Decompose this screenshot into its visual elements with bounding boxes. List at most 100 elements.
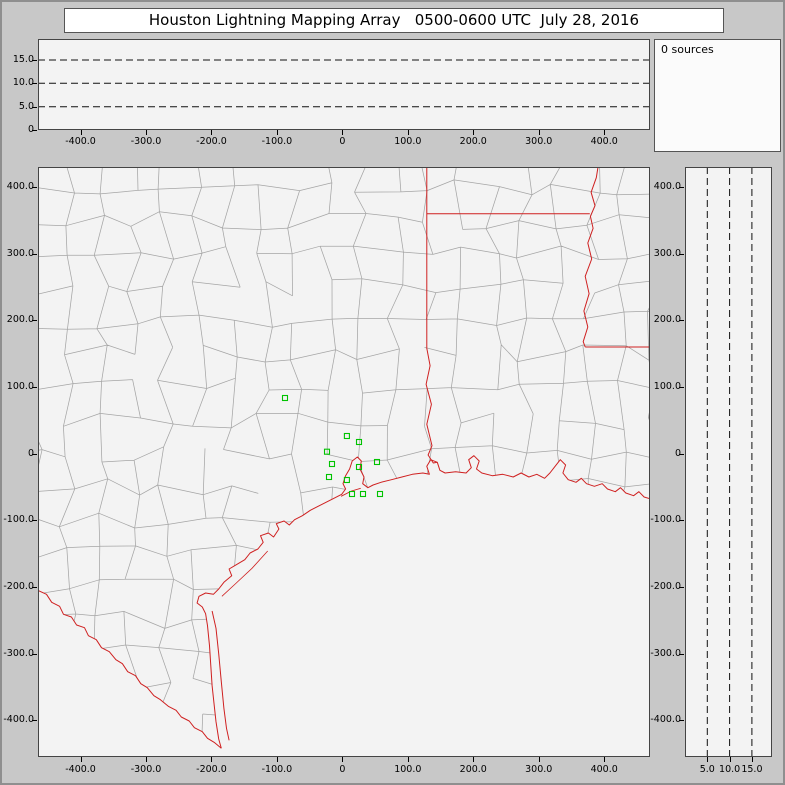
right-alt-tick <box>751 757 753 762</box>
right-y-tick <box>679 520 684 522</box>
map-y-tick-label: -300.0 <box>3 647 34 659</box>
gulf-water <box>197 455 650 757</box>
map-x-tick <box>473 757 475 762</box>
map-y-tick <box>32 387 37 388</box>
map-frame <box>38 167 650 757</box>
top-x-tick <box>211 130 213 135</box>
map-x-tick <box>604 757 606 762</box>
top-x-tick-label: -400.0 <box>65 136 96 147</box>
right-y-tick <box>679 720 684 722</box>
top-x-tick <box>407 130 409 135</box>
map-y-tick <box>32 253 37 255</box>
right-y-tick-label: 200.0 <box>653 314 681 326</box>
altitude-ew-plot[interactable] <box>38 39 650 130</box>
plan-view-map-panel[interactable] <box>38 167 650 757</box>
altitude-ew-panel[interactable] <box>38 39 650 130</box>
right-y-tick-label: 400.0 <box>653 181 681 192</box>
plan-view-map[interactable] <box>38 167 650 757</box>
map-x-tick-label: -100.0 <box>261 764 293 775</box>
right-y-tick-label: 300.0 <box>653 247 681 259</box>
lma-station-marker <box>376 490 384 498</box>
map-x-tick <box>211 757 213 762</box>
map-x-tick <box>538 757 540 762</box>
right-y-tick <box>679 653 684 655</box>
map-x-tick <box>80 757 82 762</box>
map-x-tick-label: 100.0 <box>394 764 422 775</box>
right-y-tick-label: -400.0 <box>650 714 681 726</box>
map-y-tick-label: -400.0 <box>3 714 34 726</box>
lma-station-marker <box>343 432 350 440</box>
state-border-line <box>38 589 222 749</box>
lma-station-marker <box>355 438 363 446</box>
top-x-tick <box>538 130 540 135</box>
right-alt-tick <box>729 757 731 762</box>
right-alt-tick-label: 10.0 <box>719 764 741 775</box>
map-x-tick-label: 0 <box>339 764 346 775</box>
right-y-tick <box>679 387 684 388</box>
sources-count-label: 0 sources <box>661 43 714 56</box>
map-x-tick-label: 400.0 <box>590 764 618 775</box>
map-y-tick-label: 0 <box>27 447 34 459</box>
right-y-tick <box>679 320 684 322</box>
top-x-tick <box>276 130 278 135</box>
map-y-tick-label: 200.0 <box>6 314 34 326</box>
top-x-tick-label: -200.0 <box>196 136 227 147</box>
map-y-tick-label: 300.0 <box>6 247 34 259</box>
top-x-tick-label: 100.0 <box>394 136 422 147</box>
sources-count-panel: 0 sources <box>654 39 781 152</box>
top-x-tick <box>473 130 475 135</box>
title-bar: Houston Lightning Mapping Array 0500-060… <box>64 8 724 33</box>
lma-station-marker <box>281 394 289 402</box>
map-x-tick-label: 300.0 <box>525 764 553 775</box>
map-x-tick-label: -200.0 <box>196 764 227 775</box>
altitude-ns-panel[interactable] <box>685 167 772 757</box>
map-y-tick-label: 100.0 <box>6 381 34 392</box>
map-x-tick-label: -400.0 <box>65 764 96 775</box>
right-y-tick <box>679 453 684 455</box>
map-y-tick <box>32 453 37 455</box>
lma-station-marker <box>359 490 367 498</box>
top-x-tick-label: 300.0 <box>525 136 553 147</box>
top-x-tick <box>146 130 147 135</box>
map-x-tick <box>276 757 278 762</box>
lma-station-marker <box>373 458 381 466</box>
mexico-area <box>38 590 222 757</box>
right-alt-tick-label: 15.0 <box>741 764 763 775</box>
right-y-tick <box>679 253 684 255</box>
map-y-tick-label: 400.0 <box>6 181 34 192</box>
right-y-tick-label: -200.0 <box>650 581 681 592</box>
map-y-tick <box>32 720 37 722</box>
state-border-line <box>196 455 650 749</box>
lma-station-marker <box>355 463 363 471</box>
top-x-tick-label: 200.0 <box>459 136 487 147</box>
lma-station-marker <box>323 448 331 455</box>
map-y-tick <box>32 520 37 522</box>
lma-station-marker <box>343 476 350 484</box>
map-y-tick <box>32 653 37 655</box>
right-y-tick <box>679 587 684 588</box>
map-x-tick <box>407 757 409 762</box>
state-border-line <box>221 550 268 597</box>
map-x-tick <box>146 757 147 762</box>
top-x-tick-label: 0 <box>339 136 346 147</box>
right-y-tick <box>679 187 684 188</box>
map-x-tick <box>342 757 344 762</box>
top-x-tick <box>604 130 606 135</box>
altitude-ns-plot[interactable] <box>685 167 772 757</box>
map-y-tick <box>32 587 37 588</box>
lma-station-marker <box>328 460 336 468</box>
top-alt-tick-label: 10.0 <box>12 77 34 89</box>
right-alt-tick-label: 5.0 <box>699 764 715 775</box>
right-y-tick-label: 100.0 <box>653 381 681 392</box>
top-x-tick <box>342 130 344 135</box>
map-y-tick-label: -100.0 <box>3 514 34 526</box>
top-alt-tick-label: 5.0 <box>18 100 34 112</box>
top-x-tick-label: 400.0 <box>590 136 618 147</box>
top-x-tick-label: -300.0 <box>130 136 162 147</box>
right-alt-tick <box>707 757 709 762</box>
top-alt-tick <box>32 83 37 85</box>
lma-station-marker <box>325 473 333 481</box>
top-alt-tick <box>32 106 37 108</box>
right-y-tick-label: 0 <box>674 447 681 459</box>
